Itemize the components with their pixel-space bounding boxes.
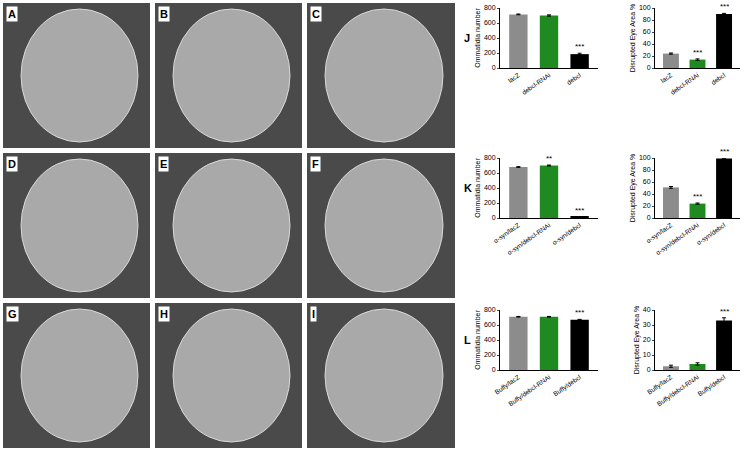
svg-text:G: G: [8, 308, 17, 320]
svg-text:0: 0: [647, 214, 651, 221]
svg-text:Disrupted Eye Area %: Disrupted Eye Area %: [629, 154, 637, 222]
svg-text:J: J: [464, 32, 470, 44]
svg-text:400: 400: [484, 336, 496, 343]
svg-text:I: I: [312, 308, 315, 320]
svg-text:H: H: [160, 308, 168, 320]
svg-text:debcl-RNAi: debcl-RNAi: [520, 71, 551, 96]
svg-text:Buffy/debcl: Buffy/debcl: [696, 373, 727, 398]
svg-text:***: ***: [693, 48, 702, 57]
svg-text:D: D: [8, 158, 16, 170]
svg-text:40: 40: [643, 306, 651, 313]
svg-text:Buffy/debcl-RNAi: Buffy/debcl-RNAi: [655, 373, 700, 408]
svg-text:20: 20: [643, 202, 651, 209]
svg-text:0: 0: [492, 214, 496, 221]
svg-text:400: 400: [484, 184, 496, 191]
svg-text:α-syn/debcl: α-syn/debcl: [695, 221, 727, 247]
svg-text:L: L: [464, 334, 471, 346]
svg-text:***: ***: [575, 206, 584, 215]
svg-text:100: 100: [639, 154, 651, 161]
svg-text:Ommatidia number: Ommatidia number: [474, 158, 481, 218]
svg-text:60: 60: [643, 28, 651, 35]
svg-text:200: 200: [484, 49, 496, 56]
svg-text:K: K: [464, 182, 472, 194]
svg-text:F: F: [312, 158, 319, 170]
svg-text:Buffy/debcl-RNAi: Buffy/debcl-RNAi: [507, 373, 552, 408]
svg-text:α-syn/lacZ: α-syn/lacZ: [645, 221, 674, 245]
svg-text:0: 0: [647, 366, 651, 373]
svg-text:30: 30: [643, 321, 651, 328]
svg-text:Disrupted Eye Area %: Disrupted Eye Area %: [629, 4, 637, 72]
svg-text:600: 600: [484, 169, 496, 176]
svg-text:debcl: debcl: [565, 71, 582, 86]
svg-text:A: A: [8, 8, 16, 20]
svg-text:800: 800: [484, 306, 496, 313]
svg-text:Buffy/debcl: Buffy/debcl: [552, 373, 583, 398]
svg-text:Ommatidia number: Ommatidia number: [474, 310, 481, 370]
svg-text:***: ***: [693, 192, 702, 201]
svg-text:***: ***: [720, 307, 729, 316]
svg-text:600: 600: [484, 321, 496, 328]
svg-text:Buffy/lacZ: Buffy/lacZ: [493, 373, 521, 396]
svg-text:***: ***: [575, 42, 584, 51]
svg-text:lacZ: lacZ: [659, 71, 673, 84]
svg-text:80: 80: [643, 16, 651, 23]
svg-text:B: B: [160, 8, 168, 20]
svg-text:80: 80: [643, 166, 651, 173]
svg-text:**: **: [546, 154, 552, 163]
svg-text:40: 40: [643, 40, 651, 47]
svg-text:α-syn/debcl-RNAi: α-syn/debcl-RNAi: [654, 221, 700, 257]
svg-text:***: ***: [720, 147, 729, 156]
svg-text:200: 200: [484, 351, 496, 358]
svg-text:0: 0: [492, 366, 496, 373]
svg-text:***: ***: [575, 308, 584, 317]
svg-text:20: 20: [643, 52, 651, 59]
svg-text:800: 800: [484, 154, 496, 161]
svg-text:0: 0: [492, 64, 496, 71]
svg-text:Buffy/lacZ: Buffy/lacZ: [646, 373, 674, 396]
svg-text:400: 400: [484, 34, 496, 41]
svg-text:α-syn/debcl-RNAi: α-syn/debcl-RNAi: [506, 221, 552, 257]
svg-text:600: 600: [484, 19, 496, 26]
svg-text:C: C: [312, 8, 320, 20]
svg-text:20: 20: [643, 336, 651, 343]
svg-text:E: E: [160, 158, 167, 170]
svg-text:lacZ: lacZ: [507, 71, 521, 84]
svg-text:Disrupted Eye Area %: Disrupted Eye Area %: [633, 306, 641, 374]
svg-text:α-syn/debcl: α-syn/debcl: [551, 221, 583, 247]
svg-text:200: 200: [484, 199, 496, 206]
svg-text:Ommatidia number: Ommatidia number: [474, 8, 481, 68]
svg-text:60: 60: [643, 178, 651, 185]
svg-text:debcl: debcl: [710, 71, 727, 86]
svg-text:100: 100: [639, 4, 651, 11]
svg-text:10: 10: [643, 351, 651, 358]
svg-text:40: 40: [643, 190, 651, 197]
svg-text:α-syn/lacZ: α-syn/lacZ: [492, 221, 521, 245]
svg-text:debcl-RNAi: debcl-RNAi: [669, 71, 700, 96]
svg-text:800: 800: [484, 4, 496, 11]
svg-text:***: ***: [720, 2, 729, 11]
svg-text:0: 0: [647, 64, 651, 71]
